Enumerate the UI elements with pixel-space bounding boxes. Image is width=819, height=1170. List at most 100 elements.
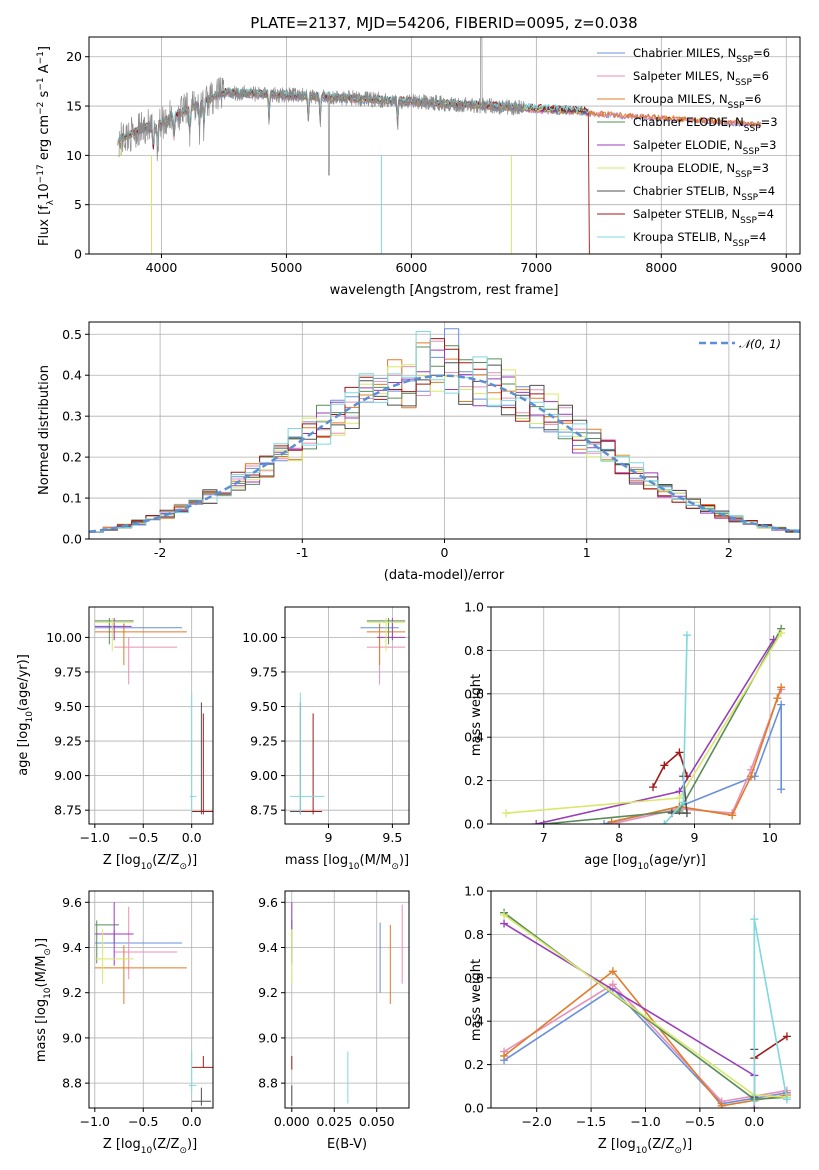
y-tick-label: 0.3	[62, 409, 82, 424]
data-marker	[679, 798, 688, 807]
y-tick-label: 9.4	[258, 940, 278, 955]
residual-histogram	[89, 338, 800, 533]
data-point-errorbar	[94, 618, 134, 652]
label-part: 10	[25, 711, 35, 723]
y-tick-label: 0.5	[62, 327, 82, 342]
data-point-errorbar	[191, 1087, 212, 1106]
y-tick-label: 8.8	[62, 1076, 82, 1091]
label-part: =4	[757, 207, 774, 221]
label-part: (Z/Z	[647, 1137, 674, 1152]
data-marker	[777, 683, 786, 692]
mw_vs_age-axes: 7 8 9 10 0.0 0.2 0.4 0.6 0.8 1.0	[464, 600, 801, 845]
label-part: −1	[36, 51, 46, 64]
y-tick-label: 9.50	[250, 699, 278, 714]
residual-histogram	[89, 362, 800, 533]
label-part: SSP	[735, 170, 752, 180]
label-part: SSP	[744, 124, 761, 134]
label-part: (Z/Z	[152, 853, 179, 868]
data-marker	[660, 820, 669, 824]
data-point-errorbar	[94, 902, 134, 966]
data-marker	[600, 820, 609, 824]
data-marker	[728, 811, 737, 820]
data-point-errorbar	[290, 692, 325, 815]
label-part: s	[37, 90, 52, 101]
data-point-errorbar	[94, 618, 132, 641]
mw_vs_age-frame	[490, 606, 801, 825]
age_vs_Z-axes: −1.0 −0.5 0.0 8.75 9.00 9.25 9.50 9.75 10.00	[46, 606, 214, 845]
mass_vs_Z-frame	[88, 890, 214, 1109]
data-point-errorbar	[189, 692, 197, 815]
label-part: Chabrier ELODIE, N	[633, 115, 744, 129]
label-part: Kroupa ELODIE, N	[633, 161, 735, 175]
x-tick-label: 9	[324, 830, 332, 845]
label-part: )]	[682, 1137, 692, 1152]
x-tick-label: 1	[583, 545, 591, 560]
legend-entry: Salpeter STELIB, NSSP=4	[633, 207, 774, 226]
y-tick-label: 9.25	[250, 734, 278, 749]
label-part: 10	[141, 862, 153, 872]
x-tick-label: −1.0	[80, 830, 110, 845]
legend-entry: Kroupa MILES, NSSP=6	[633, 92, 761, 111]
label-part: =4	[749, 230, 766, 244]
y-tick-label: 9.00	[250, 768, 278, 783]
y-tick-label: 9.0	[62, 1030, 82, 1045]
data-marker	[682, 631, 691, 640]
label-part: )]	[399, 853, 409, 868]
age_vs_mass-frame	[284, 606, 410, 825]
y-tick-label: 9.75	[54, 664, 82, 679]
data-marker	[500, 910, 509, 919]
mass-weight-line	[611, 689, 782, 824]
mass_vs_EBV-frame	[284, 890, 410, 1109]
x-tick-label: −1.5	[576, 1114, 606, 1129]
label-part: SSP	[741, 193, 758, 203]
y-tick-label: 15	[66, 99, 82, 114]
y-tick-label: 9.50	[54, 699, 82, 714]
label-part: ⊙	[391, 862, 399, 872]
x-tick-label: −0.5	[128, 1114, 158, 1129]
x-tick-label: 8000	[645, 260, 677, 275]
label-part: )]	[187, 1137, 197, 1152]
label-part: 10	[37, 183, 52, 200]
x-tick-label: −1.0	[80, 1114, 110, 1129]
x-tick-label: 9000	[770, 260, 802, 275]
y-axis-label: mass weight	[469, 959, 484, 1041]
x-tick-label: 7000	[520, 260, 552, 275]
mass-weight-line	[663, 635, 688, 824]
label-part: (M/M	[34, 956, 49, 988]
x-axis-label: Z [log10(Z/Z⊙)]	[103, 853, 197, 872]
y-tick-label: 0.6	[464, 970, 484, 985]
data-marker	[777, 629, 786, 638]
y-tick-label: 0.0	[464, 1101, 484, 1116]
spectrum-axes: 4000 5000 6000 7000 8000 9000 0 5 10 15 20	[66, 36, 802, 275]
x-tick-label: 10	[762, 830, 778, 845]
y-tick-label: 0.6	[464, 686, 484, 701]
y-tick-label: 0.2	[464, 773, 484, 788]
y-tick-label: 0.4	[464, 1014, 484, 1029]
label-part: Kroupa MILES, N	[633, 92, 728, 106]
data-marker	[608, 980, 617, 989]
data-marker	[608, 967, 617, 976]
label-part: ⊙	[179, 862, 187, 872]
x-tick-label: 0.000	[274, 1114, 310, 1129]
label-part: Z [log	[103, 1137, 141, 1152]
y-tick-label: 8.75	[54, 803, 82, 818]
x-tick-label: 7	[540, 830, 548, 845]
age_vs_mass-plot	[290, 618, 406, 815]
label-part: Salpeter ELODIE, N	[633, 138, 743, 152]
y-tick-label: 0.8	[464, 643, 484, 658]
label-part: ⊙	[674, 1146, 682, 1156]
label-part: mass [log	[34, 999, 49, 1062]
mass_vs_Z-axes: −1.0 −0.5 0.0 8.8 9.0 9.2 9.4 9.6	[62, 890, 214, 1129]
label-part: =6	[753, 46, 770, 60]
legend-entry: 𝒩(0, 1)	[739, 337, 781, 351]
y-tick-label: 0.1	[62, 491, 82, 506]
x-axis-label: Z [log10(Z/Z⊙)]	[103, 1137, 197, 1156]
y-tick-label: 9.6	[258, 895, 278, 910]
legend-entry: Chabrier STELIB, NSSP=4	[633, 184, 775, 203]
y-tick-label: 5	[74, 197, 82, 212]
data-marker	[500, 919, 509, 928]
data-marker	[777, 785, 786, 794]
y-tick-label: 9.00	[54, 768, 82, 783]
label-part: =6	[752, 69, 769, 83]
